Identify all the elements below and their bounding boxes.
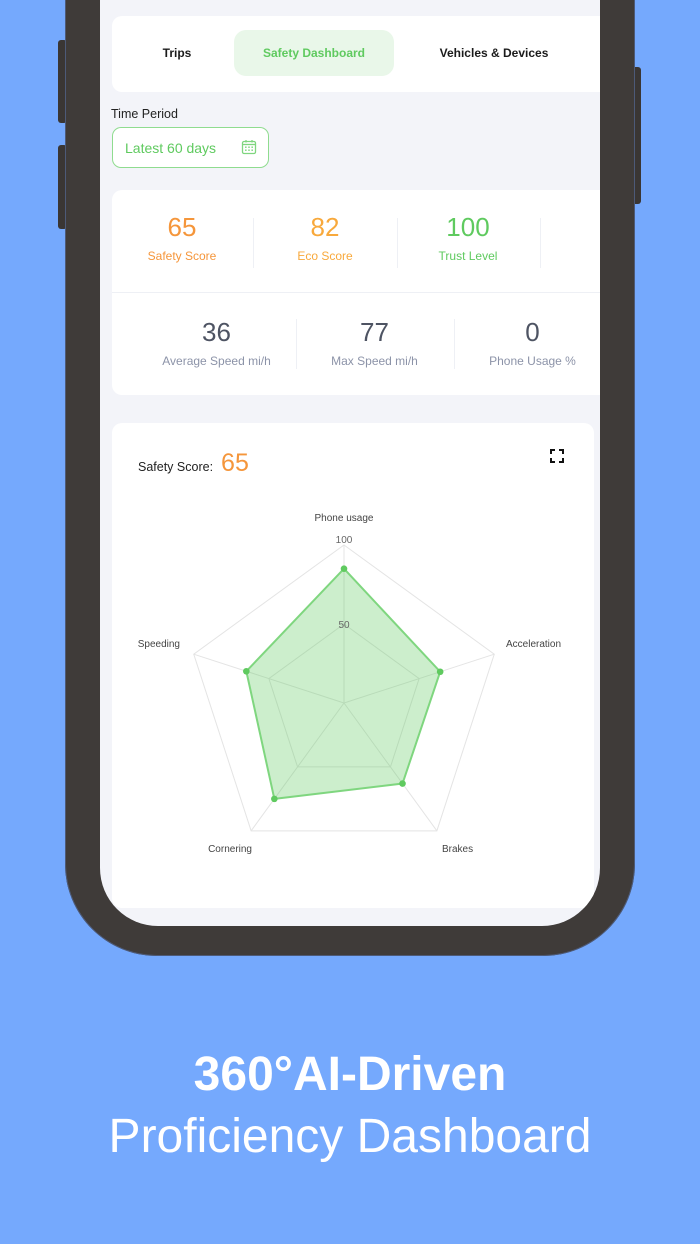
- radar-category-label: Phone usage: [315, 513, 374, 524]
- chart-title-label: Safety Score:: [138, 460, 214, 474]
- stat-eco-score[interactable]: 82 Eco Score: [255, 212, 395, 263]
- divider: [454, 319, 455, 369]
- score-row: 65 Safety Score 82 Eco Score 100 Trust L…: [112, 190, 600, 293]
- radar-data-area: [245, 567, 442, 800]
- tab-bar: Trips Safety Dashboard Vehicles & Device…: [112, 16, 600, 92]
- volume-down-button: [58, 145, 67, 229]
- calendar-icon: [241, 140, 257, 155]
- tab-safety-dashboard[interactable]: Safety Dashboard: [234, 30, 394, 76]
- stat-average-speed: 36 Average Speed mi/h: [139, 317, 294, 368]
- caption-line-1: 360°AI-Driven: [193, 1048, 507, 1101]
- radar-tick-label: 100: [336, 535, 353, 546]
- time-period-select[interactable]: Latest 60 days: [112, 127, 269, 168]
- stat-trust-level[interactable]: 100 Trust Level: [398, 212, 538, 263]
- radar-grid-ring: [268, 623, 420, 768]
- stat-label: Max Speed mi/h: [331, 354, 418, 368]
- stat-value: 82: [310, 212, 340, 242]
- divider: [253, 218, 254, 268]
- radar-data-point: [271, 795, 278, 803]
- tab-vehicles-devices[interactable]: Vehicles & Devices: [439, 46, 549, 60]
- stat-max-speed: 77 Max Speed mi/h: [297, 317, 452, 368]
- stat-safety-score[interactable]: 65 Safety Score: [112, 212, 252, 263]
- radar-category-label: Speeding: [138, 639, 180, 650]
- time-period-label: Time Period: [111, 107, 178, 121]
- volume-up-button: [58, 40, 67, 123]
- radar-data-point: [340, 565, 348, 572]
- radar-category-label: Acceleration: [506, 639, 561, 650]
- stats-card: 65 Safety Score 82 Eco Score 100 Trust L…: [112, 190, 600, 395]
- tab-trips[interactable]: Trips: [162, 46, 192, 60]
- divider: [397, 218, 398, 268]
- radar-axis-line: [193, 653, 345, 704]
- time-period-value: Latest 60 days: [125, 139, 217, 156]
- radar-grid-ring: [193, 544, 495, 832]
- safety-radar-card: Safety Score: 65 50 100 Phone usage Acceler…: [112, 423, 594, 908]
- stat-phone-usage: 0 Phone Usage %: [455, 317, 600, 368]
- radar-chart: 50 100 Phone usage Acceleration Brakes Corner…: [138, 513, 561, 855]
- divider: [540, 218, 541, 268]
- stat-label: Safety Score: [147, 249, 217, 263]
- radar-tick-label: 50: [338, 620, 350, 631]
- promo-caption: 360°AI-Driven Proficiency Dashboard: [0, 1045, 700, 1169]
- radar-axis-line: [343, 653, 495, 704]
- caption-line-2: Proficiency Dashboard: [108, 1110, 592, 1163]
- stat-value: 100: [446, 212, 490, 242]
- radar-axis-line: [250, 702, 345, 832]
- radar-axis-line: [343, 702, 438, 832]
- chart-title: Safety Score: 65: [138, 449, 249, 478]
- power-button: [632, 67, 641, 204]
- divider: [296, 319, 297, 369]
- app-screen: Trips Safety Dashboard Vehicles & Device…: [100, 0, 600, 926]
- stat-label: Average Speed mi/h: [162, 354, 271, 368]
- radar-category-label: Brakes: [442, 844, 473, 855]
- radar-data-point: [243, 667, 250, 675]
- stat-value: 36: [202, 317, 231, 347]
- stat-value: 77: [360, 317, 389, 347]
- stat-value: 0: [525, 317, 540, 347]
- radar-data-point: [436, 668, 444, 676]
- stat-value: 65: [167, 212, 197, 242]
- stat-label: Trust Level: [438, 249, 498, 263]
- stat-label: Phone Usage %: [489, 354, 576, 368]
- radar-category-label: Cornering: [208, 844, 252, 855]
- stat-label: Eco Score: [297, 249, 353, 263]
- chart-title-value: 65: [221, 449, 249, 477]
- radar-data-point: [399, 780, 406, 787]
- expand-icon[interactable]: [550, 449, 564, 463]
